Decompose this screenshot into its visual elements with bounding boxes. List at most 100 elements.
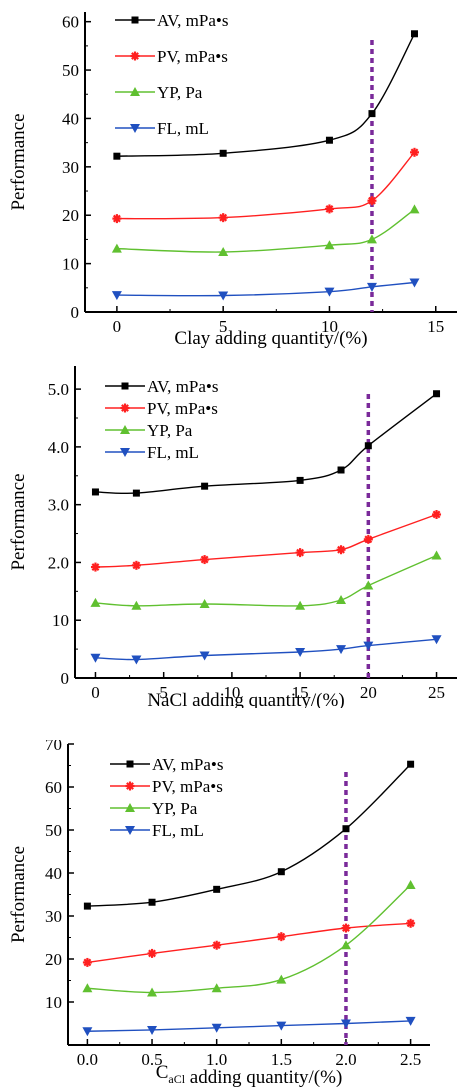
series-0-point: [277, 868, 285, 876]
x-tick-label: 0: [91, 683, 100, 702]
series-1-point: [367, 196, 377, 206]
y-tick-label: 2.0: [48, 553, 69, 572]
chart-cacl: 10 20 30 40 50 60 70 0.0 0.5 1.0 1.5 2.0 2.5 Performa…: [8, 735, 430, 1088]
x-tick-label: 10: [321, 317, 338, 336]
legend-label: YP, Pa: [157, 83, 203, 102]
series-line-0: [87, 763, 412, 907]
legend-entry-3: FL, mL: [115, 119, 209, 138]
series-0-point: [213, 885, 221, 893]
series-line-2: [116, 208, 415, 253]
series-line-2: [87, 884, 412, 994]
y-tick-label: 0: [61, 669, 70, 688]
chart-panel-cacl: 10 20 30 40 50 60 70 0.0 0.5 1.0 1.5 2.0 2.5 Performa…: [0, 735, 457, 1088]
y-tick-label: 60: [45, 778, 62, 797]
x-tick-label: 5: [219, 317, 228, 336]
series-3-point: [147, 1025, 158, 1035]
series-2-point: [363, 580, 374, 590]
x-tick-label: 15: [292, 683, 309, 702]
series-1-point: [200, 555, 210, 565]
legend-entry-2: YP, Pa: [115, 83, 203, 102]
series-3-point: [218, 291, 229, 301]
legend-label: FL, mL: [157, 119, 209, 138]
series-3-point: [276, 1021, 287, 1031]
series-line-3: [87, 1020, 411, 1032]
series-line-1: [87, 922, 411, 964]
series-2-point: [409, 204, 420, 214]
series-0-point: [148, 898, 156, 906]
legend-marker: [130, 51, 140, 61]
series-1-point: [112, 214, 122, 224]
series-0-point: [113, 152, 121, 160]
series-2-point: [211, 983, 222, 993]
series-1-point: [147, 948, 157, 958]
series-2-point: [405, 880, 416, 890]
y-tick-label: 10: [52, 611, 69, 630]
legend-marker: [130, 87, 140, 96]
series-3-point: [111, 291, 122, 301]
series-2-point: [218, 247, 229, 256]
y-tick-label: 40: [62, 109, 79, 128]
series-0-point: [368, 110, 376, 118]
x-axis-title-sub: aCl: [168, 1072, 185, 1086]
series-2-point: [276, 974, 287, 984]
x-tick-label: 15: [427, 317, 444, 336]
x-axis-title-part: adding quantity/(%): [185, 1067, 342, 1087]
x-tick-label: 2.5: [400, 1050, 421, 1069]
legend-entry-1: PV, mPa•s: [115, 47, 228, 66]
x-tick-label: 25: [428, 683, 445, 702]
legend-marker: [125, 803, 135, 812]
legend-marker: [130, 124, 140, 133]
series-2-point: [147, 987, 158, 997]
series-1-point: [276, 932, 286, 942]
series-line-3: [95, 638, 437, 661]
series-3-point: [82, 1027, 93, 1037]
series-3-point: [324, 287, 335, 297]
series-3-point: [363, 641, 374, 651]
y-axis-title: Performance: [8, 846, 29, 943]
series-2-point: [324, 240, 335, 250]
legend-entry-3: FL, mL: [110, 821, 204, 840]
series-line-3: [116, 281, 415, 297]
legend-entry-2: YP, Pa: [105, 421, 193, 440]
legend-label: AV, mPa•s: [157, 11, 228, 30]
x-tick-label: 0.0: [77, 1050, 98, 1069]
series-2-point: [336, 595, 347, 604]
series-3-point: [90, 653, 101, 663]
series-3-point: [295, 648, 306, 657]
y-tick-label: 50: [62, 61, 79, 80]
series-1-point: [409, 147, 419, 157]
series-1-point: [212, 940, 222, 950]
x-tick-label: 0: [113, 317, 122, 336]
y-tick-label: 40: [45, 864, 62, 883]
series-3-point: [366, 282, 377, 292]
series-0-point: [337, 466, 345, 474]
series-0-point: [201, 482, 209, 490]
legend-label: PV, mPa•s: [157, 47, 228, 66]
legend-label: YP, Pa: [152, 799, 198, 818]
x-tick-label: 20: [360, 683, 377, 702]
chart-nacl: 0 10 2.0 3.0 4.0 5.0 0 5 10 15 20 25 Performance NaCl…: [8, 366, 457, 711]
y-axis-title: Performance: [8, 473, 29, 570]
legend-entry-1: PV, mPa•s: [110, 777, 223, 796]
x-tick-label: 1.0: [206, 1050, 227, 1069]
y-tick-label: 0: [71, 303, 80, 322]
series-1-point: [131, 560, 141, 570]
series-line-1: [116, 151, 416, 220]
y-tick-label: 4.0: [48, 438, 69, 457]
legend-label: FL, mL: [147, 443, 199, 462]
series-1-point: [432, 509, 442, 519]
series-0-point: [83, 902, 91, 910]
series-2-point: [366, 234, 377, 244]
legend-marker: [121, 382, 129, 390]
series-2-point: [199, 599, 210, 609]
series-2-point: [82, 983, 93, 993]
legend-entry-1: PV, mPa•s: [105, 399, 218, 418]
y-tick-label: 10: [45, 993, 62, 1012]
legend-marker: [120, 448, 130, 457]
series-1-point: [324, 204, 334, 214]
series-0-point: [364, 442, 372, 450]
series-1-point: [406, 918, 416, 928]
legend-marker: [120, 403, 130, 413]
series-line-2: [95, 554, 437, 607]
series-3-point: [409, 278, 420, 288]
